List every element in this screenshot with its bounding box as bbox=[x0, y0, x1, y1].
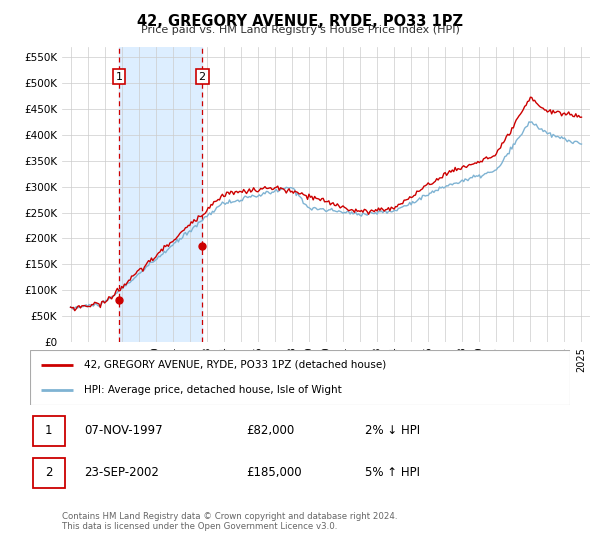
Text: 2% ↓ HPI: 2% ↓ HPI bbox=[365, 424, 420, 437]
Text: Contains HM Land Registry data © Crown copyright and database right 2024.
This d: Contains HM Land Registry data © Crown c… bbox=[62, 512, 398, 531]
Text: HPI: Average price, detached house, Isle of Wight: HPI: Average price, detached house, Isle… bbox=[84, 385, 342, 395]
Text: 23-SEP-2002: 23-SEP-2002 bbox=[84, 466, 159, 479]
Text: 42, GREGORY AVENUE, RYDE, PO33 1PZ (detached house): 42, GREGORY AVENUE, RYDE, PO33 1PZ (deta… bbox=[84, 360, 386, 370]
Text: £82,000: £82,000 bbox=[246, 424, 294, 437]
Bar bbox=[119, 47, 202, 342]
Text: 2: 2 bbox=[199, 72, 206, 82]
Text: 1: 1 bbox=[116, 72, 122, 82]
Text: Price paid vs. HM Land Registry's House Price Index (HPI): Price paid vs. HM Land Registry's House … bbox=[140, 25, 460, 35]
Text: 07-NOV-1997: 07-NOV-1997 bbox=[84, 424, 163, 437]
Text: 5% ↑ HPI: 5% ↑ HPI bbox=[365, 466, 420, 479]
Bar bbox=[33, 416, 65, 446]
Text: 42, GREGORY AVENUE, RYDE, PO33 1PZ: 42, GREGORY AVENUE, RYDE, PO33 1PZ bbox=[137, 14, 463, 29]
Text: 1: 1 bbox=[45, 424, 53, 437]
Bar bbox=[33, 458, 65, 488]
Text: £185,000: £185,000 bbox=[246, 466, 302, 479]
Text: 2: 2 bbox=[45, 466, 53, 479]
